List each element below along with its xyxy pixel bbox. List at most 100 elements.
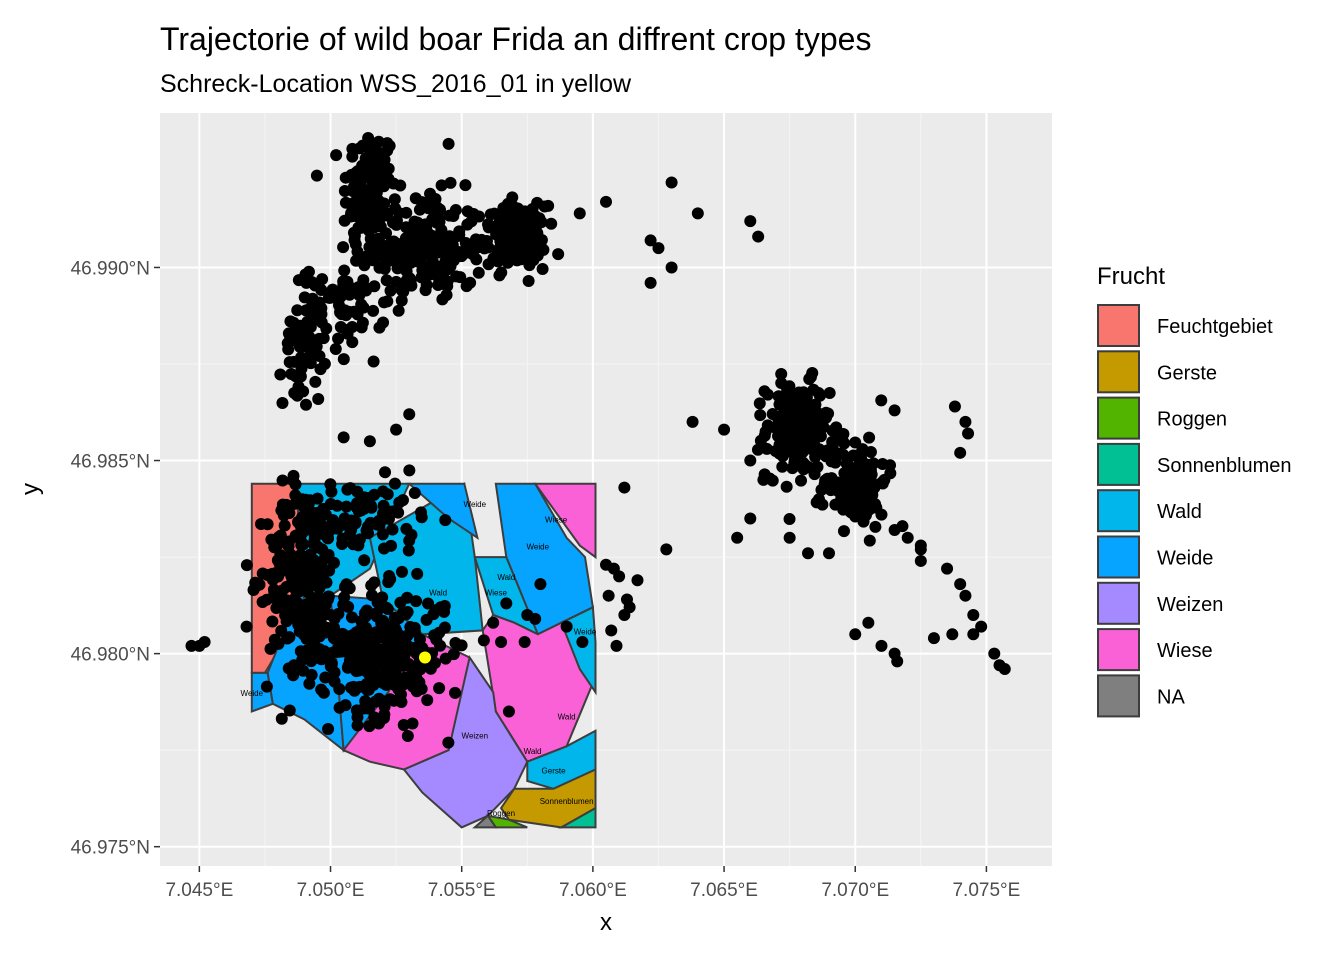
trajectory-point bbox=[390, 275, 403, 288]
trajectory-point bbox=[297, 566, 310, 579]
trajectory-point bbox=[378, 296, 391, 309]
schreck-location bbox=[418, 651, 431, 664]
trajectory-point bbox=[761, 388, 774, 401]
trajectory-point bbox=[652, 242, 665, 255]
trajectory-point bbox=[360, 635, 373, 648]
trajectory-point bbox=[495, 636, 508, 649]
trajectory-point bbox=[362, 138, 375, 151]
trajectory-point bbox=[394, 179, 407, 192]
trajectory-point bbox=[337, 431, 350, 444]
trajectory-point bbox=[306, 515, 319, 528]
trajectory-point bbox=[901, 531, 914, 544]
trajectory-point bbox=[752, 230, 765, 243]
trajectory-point bbox=[345, 681, 358, 694]
trajectory-point bbox=[529, 612, 542, 625]
trajectory-point bbox=[315, 316, 328, 329]
trajectory-point bbox=[618, 609, 631, 621]
trajectory-point bbox=[631, 574, 644, 587]
trajectory-point bbox=[268, 633, 281, 646]
trajectory-point bbox=[422, 597, 435, 610]
field-label: Roggen bbox=[487, 809, 515, 818]
trajectory-point bbox=[453, 225, 466, 238]
trajectory-point bbox=[265, 533, 278, 546]
trajectory-point bbox=[324, 498, 337, 511]
trajectory-point bbox=[348, 638, 361, 651]
legend-swatch bbox=[1097, 350, 1140, 394]
trajectory-point bbox=[285, 577, 298, 590]
trajectory-point bbox=[379, 466, 392, 479]
trajectory-point bbox=[465, 215, 478, 228]
trajectory-point bbox=[600, 558, 612, 571]
trajectory-point bbox=[806, 366, 819, 379]
trajectory-point bbox=[365, 579, 378, 592]
trajectory-point bbox=[392, 242, 405, 255]
field-label: Wald bbox=[497, 573, 515, 582]
trajectory-point bbox=[840, 457, 853, 470]
trajectory-point bbox=[275, 712, 288, 725]
legend-label: Gerste bbox=[1157, 362, 1217, 384]
trajectory-point bbox=[959, 415, 972, 428]
trajectory-point bbox=[441, 275, 454, 288]
trajectory-point bbox=[493, 269, 506, 282]
trajectory-point bbox=[875, 394, 888, 407]
trajectory-point bbox=[869, 520, 882, 533]
trajectory-point bbox=[427, 242, 440, 255]
trajectory-point bbox=[400, 274, 413, 287]
trajectory-point bbox=[403, 408, 416, 421]
trajectory-point bbox=[402, 544, 415, 557]
trajectory-point bbox=[850, 500, 863, 513]
trajectory-point bbox=[431, 270, 444, 283]
x-tick-label: 7.050°E bbox=[297, 880, 365, 901]
trajectory-point bbox=[337, 353, 350, 366]
legend-label: NA bbox=[1157, 686, 1185, 708]
trajectory-point bbox=[798, 411, 811, 424]
trajectory-point bbox=[282, 540, 295, 553]
trajectory-point bbox=[355, 321, 368, 334]
trajectory-point bbox=[298, 291, 311, 304]
trajectory-point bbox=[440, 252, 453, 265]
trajectory-point bbox=[862, 616, 875, 629]
trajectory-point bbox=[338, 264, 351, 277]
trajectory-point bbox=[240, 620, 253, 633]
trajectory-point bbox=[400, 522, 413, 535]
trajectory-point bbox=[434, 601, 447, 614]
trajectory-point bbox=[753, 397, 766, 410]
trajectory-point bbox=[367, 304, 380, 317]
trajectory-point bbox=[380, 274, 393, 287]
trajectory-point bbox=[472, 266, 485, 279]
trajectory-point bbox=[295, 607, 308, 620]
trajectory-point bbox=[846, 490, 859, 503]
trajectory-point bbox=[436, 293, 449, 306]
trajectory-point bbox=[518, 636, 531, 649]
field-label: Weide bbox=[527, 542, 550, 551]
trajectory-point bbox=[775, 367, 788, 380]
trajectory-point bbox=[363, 720, 376, 733]
trajectory-point bbox=[784, 445, 797, 458]
trajectory-point bbox=[869, 498, 882, 511]
trajectory-point bbox=[328, 621, 341, 634]
trajectory-point bbox=[914, 539, 927, 552]
trajectory-point bbox=[414, 663, 427, 676]
trajectory-point bbox=[285, 558, 298, 571]
trajectory-point bbox=[287, 469, 300, 482]
trajectory-point bbox=[296, 335, 309, 348]
trajectory-point bbox=[311, 540, 324, 553]
trajectory-point bbox=[297, 538, 310, 551]
trajectory-point bbox=[863, 431, 876, 444]
trajectory-point bbox=[388, 193, 401, 206]
field-label: Wald bbox=[558, 712, 576, 721]
trajectory-point bbox=[401, 591, 414, 604]
trajectory-point bbox=[875, 639, 888, 652]
trajectory-point bbox=[500, 597, 513, 610]
trajectory-point bbox=[308, 531, 321, 544]
trajectory-point bbox=[439, 514, 452, 527]
trajectory-point bbox=[487, 616, 500, 629]
trajectory-point bbox=[291, 304, 304, 317]
legend-swatch bbox=[1097, 628, 1140, 672]
trajectory-point bbox=[497, 202, 510, 215]
trajectory-point bbox=[266, 573, 279, 586]
trajectory-point bbox=[377, 673, 390, 686]
trajectory-point bbox=[261, 518, 274, 531]
trajectory-point bbox=[350, 254, 363, 267]
trajectory-point bbox=[888, 404, 901, 417]
